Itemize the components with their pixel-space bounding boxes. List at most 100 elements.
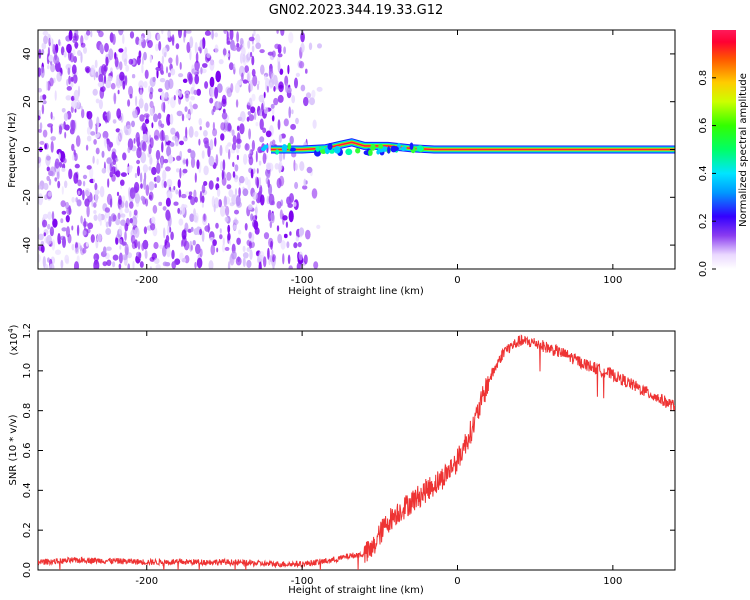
- noise-blob: [195, 243, 201, 255]
- noise-blob: [40, 66, 45, 79]
- noise-blob: [124, 75, 128, 86]
- noise-blob: [45, 154, 51, 167]
- noise-blob: [49, 166, 56, 177]
- noise-blob: [47, 223, 51, 230]
- noise-blob: [71, 225, 74, 231]
- noise-blob: [70, 81, 74, 88]
- noise-blob: [259, 136, 265, 143]
- noise-blob: [107, 163, 111, 174]
- noise-blob: [134, 173, 138, 178]
- noise-blob: [85, 144, 89, 151]
- noise-blob: [212, 128, 218, 137]
- noise-blob: [227, 123, 232, 132]
- noise-blob: [51, 239, 56, 251]
- noise-blob: [234, 164, 239, 172]
- noise-blob: [235, 99, 239, 108]
- noise-blob: [134, 193, 141, 204]
- noise-blob: [193, 215, 198, 223]
- noise-blob: [151, 166, 157, 176]
- noise-blob: [248, 36, 255, 42]
- noise-blob: [171, 249, 175, 260]
- noise-blob: [42, 256, 46, 268]
- noise-blob: [199, 39, 204, 51]
- noise-blob: [272, 255, 275, 263]
- noise-blob: [231, 129, 235, 137]
- noise-blob: [250, 168, 254, 179]
- noise-blob: [68, 75, 71, 85]
- noise-blob: [193, 189, 197, 199]
- noise-blob: [124, 243, 129, 256]
- noise-blob: [149, 54, 152, 63]
- noise-blob: [95, 71, 99, 78]
- noise-blob: [316, 224, 321, 229]
- noise-blob: [144, 249, 148, 259]
- noise-blob: [140, 151, 147, 164]
- noise-blob: [170, 68, 176, 76]
- noise-blob: [313, 261, 319, 269]
- noise-blob: [102, 130, 109, 139]
- noise-blob: [161, 102, 166, 112]
- noise-blob: [118, 195, 122, 206]
- noise-blob: [250, 106, 256, 114]
- noise-blob: [249, 79, 253, 92]
- noise-blob: [66, 86, 73, 91]
- noise-blob: [112, 261, 116, 268]
- noise-blob: [169, 142, 175, 147]
- noise-blob: [93, 69, 96, 81]
- noise-blob: [133, 209, 138, 216]
- noise-blob: [173, 201, 179, 206]
- noise-blob: [80, 215, 83, 224]
- noise-blob: [56, 171, 60, 180]
- noise-blob: [164, 79, 171, 91]
- noise-blob: [264, 75, 267, 81]
- noise-blob: [189, 36, 194, 49]
- noise-blob: [236, 201, 242, 208]
- noise-blob: [214, 32, 218, 38]
- noise-blob: [216, 177, 220, 182]
- noise-blob: [90, 131, 96, 136]
- noise-blob: [184, 106, 188, 112]
- noise-blob: [262, 127, 267, 134]
- noise-blob: [188, 73, 193, 85]
- noise-blob: [141, 242, 145, 251]
- noise-blob: [46, 175, 50, 181]
- noise-blob: [61, 227, 67, 232]
- noise-blob: [156, 68, 159, 79]
- noise-blob: [119, 238, 123, 245]
- noise-blob: [67, 49, 72, 61]
- heatmap-signal-track: [261, 138, 675, 157]
- noise-blob: [216, 83, 223, 94]
- noise-blob: [149, 137, 154, 149]
- noise-blob: [122, 152, 127, 161]
- noise-blob: [80, 52, 83, 64]
- noise-blob: [214, 44, 219, 54]
- noise-blob: [194, 41, 198, 54]
- noise-blob: [283, 46, 286, 54]
- spectrogram-x-ticks: -200 -100 0 100: [135, 30, 622, 286]
- noise-blob: [283, 118, 289, 127]
- y-tick-label: -40: [22, 237, 33, 253]
- noise-blob: [164, 239, 167, 246]
- noise-blob: [213, 203, 216, 213]
- noise-blob: [77, 190, 81, 195]
- noise-blob: [171, 261, 177, 269]
- noise-blob: [166, 178, 173, 188]
- noise-blob: [50, 141, 54, 153]
- noise-blob: [180, 240, 184, 247]
- noise-blob: [154, 183, 157, 188]
- noise-blob: [190, 150, 196, 160]
- noise-blob: [248, 114, 255, 122]
- noise-blob: [277, 233, 283, 244]
- noise-blob: [192, 240, 196, 246]
- noise-blob: [93, 210, 97, 214]
- noise-blob: [129, 31, 135, 39]
- noise-blob: [93, 214, 98, 221]
- noise-blob: [258, 251, 265, 259]
- noise-blob: [147, 39, 153, 49]
- noise-blob: [120, 219, 126, 226]
- noise-blob: [152, 204, 158, 214]
- noise-blob: [156, 33, 161, 41]
- noise-blob: [132, 260, 135, 269]
- noise-blob: [266, 162, 272, 171]
- noise-blob: [279, 209, 283, 220]
